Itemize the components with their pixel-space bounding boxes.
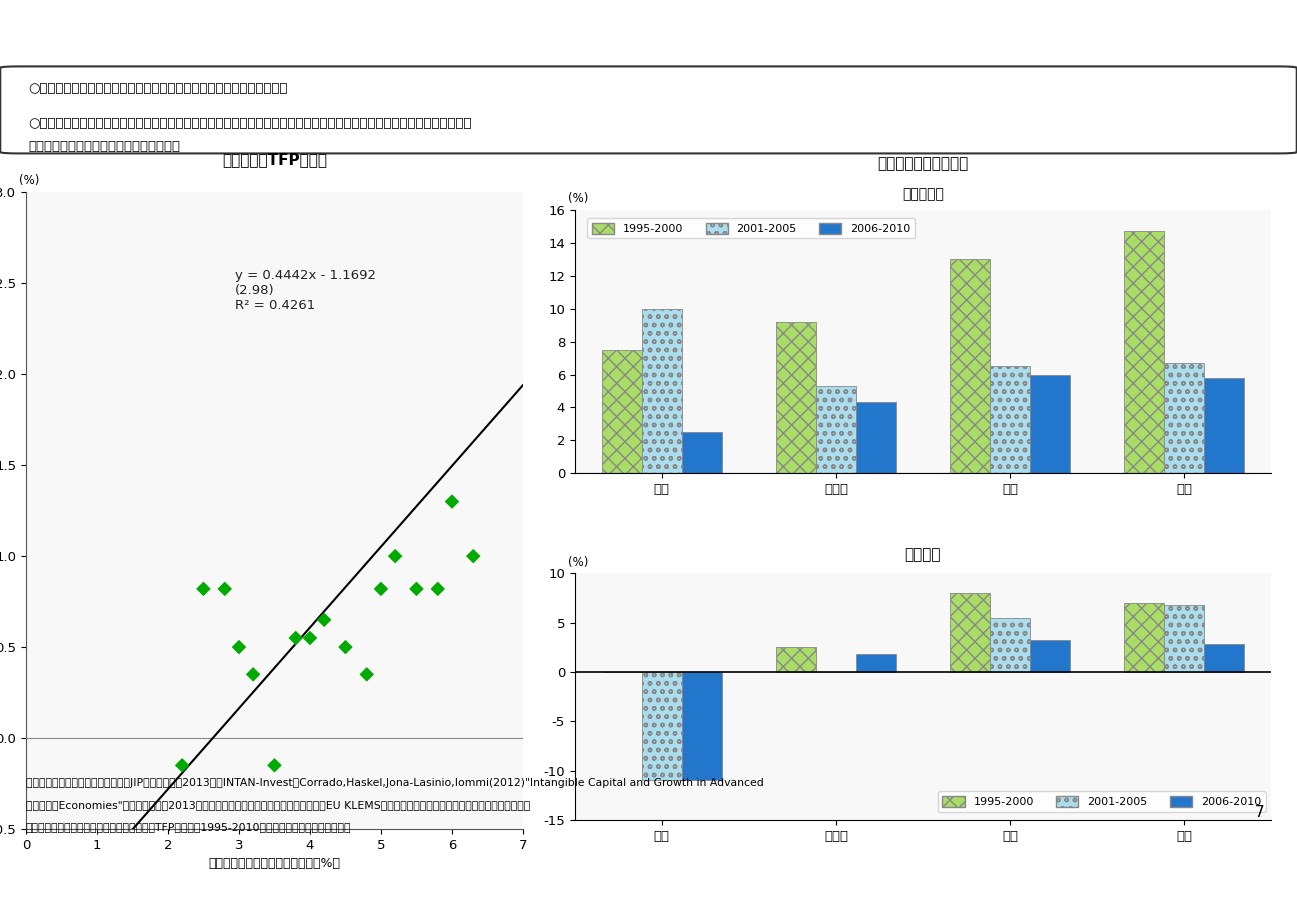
Point xyxy=(228,639,249,654)
Bar xyxy=(1124,603,1163,672)
Bar xyxy=(1204,644,1244,672)
Bar xyxy=(949,593,990,672)
Bar xyxy=(1163,363,1204,474)
Bar xyxy=(1204,377,1244,474)
Point xyxy=(441,495,462,509)
Bar xyxy=(776,648,816,672)
Text: 人的資本: 人的資本 xyxy=(905,548,942,562)
Bar xyxy=(1163,605,1204,672)
Bar xyxy=(682,672,722,780)
Text: ウェアへの支出等）の上昇率が低い。: ウェアへの支出等）の上昇率が低い。 xyxy=(29,140,180,153)
Text: （注）上段図の無形資産装備率の上昇率及びTFP上昇率は1995-2010年の各年の値を平均している。: （注）上段図の無形資産装備率の上昇率及びTFP上昇率は1995-2010年の各年… xyxy=(26,822,351,832)
Text: 無形資産と全要素生産性（TFP）との関係性: 無形資産と全要素生産性（TFP）との関係性 xyxy=(477,16,820,43)
Text: (%): (%) xyxy=(568,556,589,569)
Point xyxy=(385,549,406,563)
Point xyxy=(428,582,449,596)
Bar xyxy=(1030,375,1070,474)
Text: 情報化資産: 情報化資産 xyxy=(901,187,944,201)
Text: 無形資産装備率の上昇: 無形資産装備率の上昇 xyxy=(877,157,969,171)
Text: (%): (%) xyxy=(19,174,40,187)
Text: y = 0.4442x - 1.1692
(2.98)
R² = 0.4261: y = 0.4442x - 1.1692 (2.98) R² = 0.4261 xyxy=(235,268,376,311)
Text: ○　無形資産への投資が上昇すると、ＴＦＰは高まる傾向がみられる。: ○ 無形資産への投資が上昇すると、ＴＦＰは高まる傾向がみられる。 xyxy=(29,82,288,95)
Bar xyxy=(776,322,816,474)
Bar xyxy=(949,259,990,474)
Bar xyxy=(1030,640,1070,672)
Point xyxy=(300,630,320,645)
Point xyxy=(357,667,377,682)
Point xyxy=(214,582,235,596)
Bar xyxy=(856,654,896,672)
Point xyxy=(463,549,484,563)
Bar xyxy=(642,672,682,780)
Point xyxy=(371,582,392,596)
X-axis label: （無形資産装備率の上昇率）　（%）: （無形資産装備率の上昇率） （%） xyxy=(209,857,340,870)
Point xyxy=(171,758,192,773)
Point xyxy=(285,630,306,645)
Text: 無形資産とTFPの関係: 無形資産とTFPの関係 xyxy=(222,152,327,167)
Bar xyxy=(990,366,1030,474)
Bar xyxy=(990,617,1030,672)
Point xyxy=(193,582,214,596)
Legend: 1995-2000, 2001-2005, 2006-2010: 1995-2000, 2001-2005, 2006-2010 xyxy=(938,791,1266,812)
Bar xyxy=(642,309,682,474)
Bar xyxy=(856,402,896,474)
Text: ○　我が国では、無形資産への投資のうち、人的資本への投資（ＯＦＦ－ＪＴへの支出等）、情報化資産への投資（ソフト: ○ 我が国では、無形資産への投資のうち、人的資本への投資（ＯＦＦ－ＪＴへの支出等… xyxy=(29,117,472,130)
Point xyxy=(243,667,263,682)
Bar xyxy=(816,386,856,474)
Point xyxy=(335,639,355,654)
Bar xyxy=(1124,232,1163,474)
Bar xyxy=(682,432,722,474)
Bar xyxy=(602,350,642,474)
Legend: 1995-2000, 2001-2005, 2006-2010: 1995-2000, 2001-2005, 2006-2010 xyxy=(588,218,914,238)
Point xyxy=(265,758,285,773)
Point xyxy=(314,613,335,627)
Text: (%): (%) xyxy=(568,192,589,205)
Text: 資料出所　（独）経済産業研究所「JIPデータベース2013」、INTAN-Invest、Corrado,Haskel,Jona-Lasinio,Iommi(20: 資料出所 （独）経済産業研究所「JIPデータベース2013」、INTAN-Inv… xyxy=(26,778,764,788)
Text: Economies"、宮川・比佐（2013）「産業別無形資産投資と日本の経済成長」EU KLEMSをもとに厚生労働省労働政策担当参事官室にて作成: Economies"、宮川・比佐（2013）「産業別無形資産投資と日本の経済成長… xyxy=(26,800,530,810)
FancyBboxPatch shape xyxy=(0,67,1297,153)
Point xyxy=(406,582,427,596)
Text: 7: 7 xyxy=(1255,805,1265,820)
